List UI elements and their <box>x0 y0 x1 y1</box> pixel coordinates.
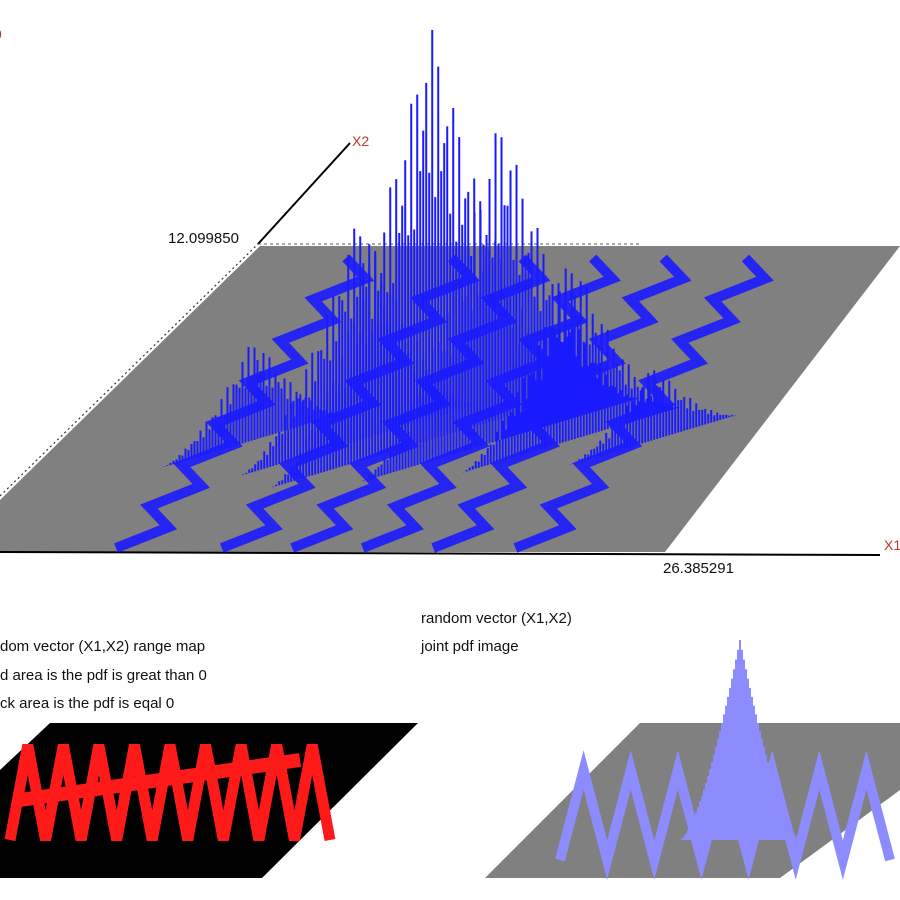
x2-max-tick-label: 12.099850 <box>168 230 239 247</box>
corner-label: 0 <box>0 26 2 42</box>
x2-axis-line <box>257 142 351 245</box>
pdf-image-caption-2: joint pdf image <box>421 638 519 655</box>
range-center-band <box>19 753 301 807</box>
peak-group <box>163 29 740 488</box>
range-map-caption-3: ck area is the pdf is eqal 0 <box>0 695 175 712</box>
x1-max-tick-label: 26.385291 <box>663 560 734 577</box>
range-zigzag-path <box>4 743 336 842</box>
range-map-zigzag <box>4 743 336 842</box>
x1-axis-line <box>0 551 881 556</box>
x2-axis-dotted <box>0 243 259 497</box>
x2-axis-name: X2 <box>352 133 370 149</box>
small-surface-group <box>555 640 895 880</box>
pdf-image-caption-1: random vector (X1,X2) <box>421 610 572 627</box>
x1-axis-name: X1 <box>884 537 900 553</box>
range-map-caption-2: d area is the pdf is great than 0 <box>0 667 207 684</box>
range-map-caption-1: dom vector (X1,X2) range map <box>0 638 206 655</box>
